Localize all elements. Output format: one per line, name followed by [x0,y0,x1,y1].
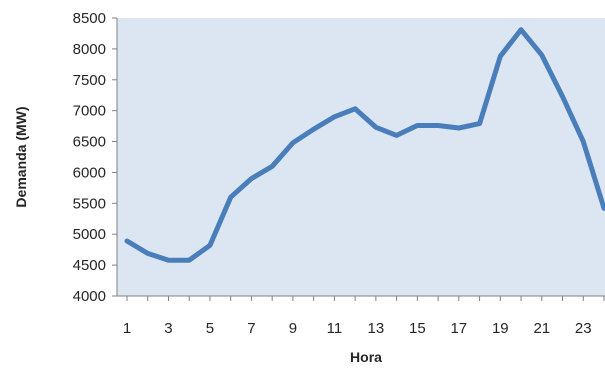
x-axis-ticks: 1 3 5 7 9 11 13 15 17 19 21 23 [123,296,605,337]
y-tick-label: 5500 [73,195,106,212]
y-tick-label: 7000 [73,103,106,120]
x-tick-label: 3 [164,320,172,337]
x-tick-label: 19 [492,320,509,337]
x-tick-label: 15 [409,320,426,337]
x-tick-label: 23 [575,320,592,337]
y-tick-label: 6500 [73,134,106,151]
x-tick-label: 7 [247,320,255,337]
series-line [124,27,605,263]
y-tick-label: 6000 [73,164,106,181]
y-tick-label: 8000 [73,41,106,58]
y-tick-label: 8500 [73,10,106,27]
x-tick-label: 21 [533,320,550,337]
y-tick-label: 4500 [73,257,106,274]
x-axis-title: Hora [350,349,382,365]
y-tick-label: 5000 [73,226,106,243]
y-tick-label: 4000 [73,288,106,305]
x-tick-label: 1 [123,320,131,337]
x-tick-label: 17 [450,320,467,337]
y-axis-title: Demanda (MW) [13,106,29,207]
plot-area [117,18,605,296]
y-axis-ticks: 4000 4500 5000 5500 6000 6500 7000 7500 8000 8500 [73,10,117,305]
x-tick-label: 9 [289,320,297,337]
y-tick-label: 7500 [73,72,106,89]
series-group [124,27,605,263]
x-tick-label: 13 [368,320,385,337]
x-tick-label: 5 [206,320,214,337]
x-tick-label: 11 [327,320,343,337]
